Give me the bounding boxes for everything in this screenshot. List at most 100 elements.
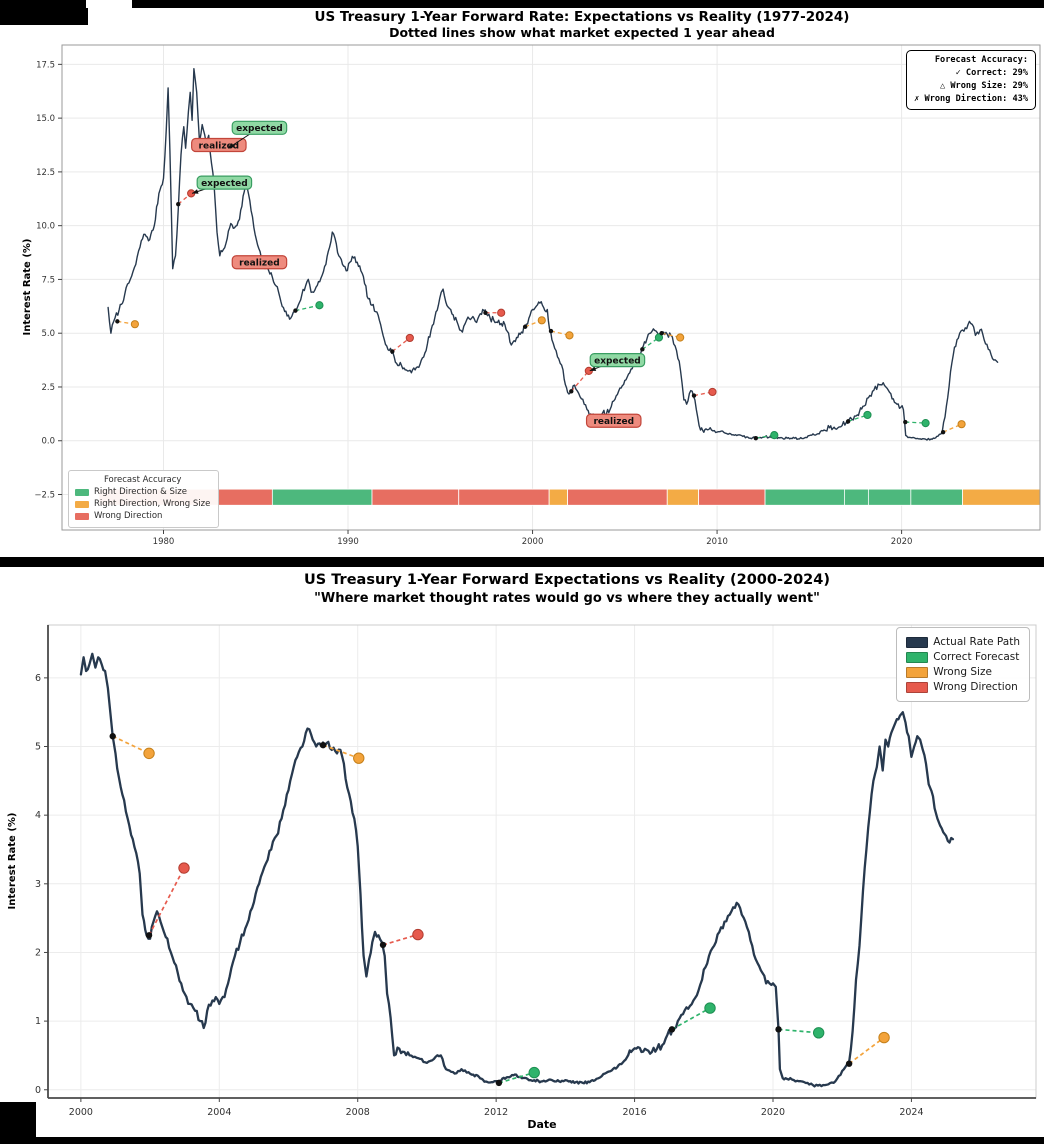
forecast-start-dot [319,741,327,749]
forecast-start-dot [145,932,153,939]
y-tick-label: 17.5 [36,60,55,70]
y-tick-label: 1 [35,1016,41,1027]
y-tick-label: 2 [35,947,41,958]
annotation-label-expected: expected [201,179,248,189]
forecast-end-dot-correct [863,410,872,420]
x-tick-label: 2004 [207,1107,231,1118]
y-tick-label: 5 [35,742,41,753]
forecast-start-dot [569,389,574,394]
stats-line-wrong-size: △ Wrong Size: 29% [940,80,1028,91]
forecast-start-dot [775,1026,782,1033]
annotation-arrowhead [589,366,597,371]
forecast-start-dot [109,733,116,740]
forecast-end-dot-wrong-size [353,752,365,764]
forecast-start-dot [753,435,759,441]
x-tick-label: 2024 [899,1107,923,1118]
y-tick-label: 3 [35,879,41,890]
figure-top-chart: US Treasury 1-Year Forward Rate: Expecta… [0,8,1044,557]
bottom-chart-title-block: US Treasury 1-Year Forward Expectations … [90,572,1044,606]
top-chart-title: US Treasury 1-Year Forward Rate: Expecta… [314,9,850,25]
figure-separator [0,557,1044,567]
annotation-label-realized: realized [593,417,634,427]
forecast-start-dot [940,429,946,435]
forecast-end-dot-wrong-direction [708,387,717,397]
forecast-start-dot [691,393,697,398]
forecast-end-dot-correct [654,333,664,342]
stats-line-wrong-direction: ✗ Wrong Direction: 43% [914,93,1028,104]
accuracy-bar-segment-wrong-size [548,488,569,506]
plot-border [47,624,1037,1099]
forecast-accuracy-legend: Forecast Accuracy Right Direction & Size… [68,470,220,528]
legend-items: Actual Rate Path Correct Forecast Wrong Si… [906,636,1020,693]
accuracy-bar-segment-correct [844,488,869,506]
forecast-start-dot [903,419,908,425]
y-tick-label: 0 [35,1085,41,1096]
annotation-box-realized [191,137,247,153]
accuracy-bar-segment-wrong-direction [698,488,766,506]
y-tick-label: 6 [35,673,41,684]
bottom-chart-title: US Treasury 1-Year Forward Expectations … [303,572,830,588]
x-tick-label: 2000 [522,537,544,547]
top-chart-title-block: US Treasury 1-Year Forward Rate: Expecta… [120,9,1044,40]
annotation-box-realized [231,255,288,270]
forecast-start-dot [845,1060,853,1067]
forecast-start-dot [483,310,488,315]
forecast-start-dot [115,319,120,324]
annotation-label-realized: realized [239,259,280,269]
forecast-end-dot-correct [315,301,324,310]
annotation-box-expected [196,175,253,190]
forecast-start-dot [293,308,298,313]
y-tick-label: 15.0 [36,114,55,124]
top-strip-white-sliver [86,0,132,8]
accuracy-bar-segment-wrong-direction [371,488,460,506]
annotation-label-realized: realized [199,141,240,151]
x-tick-label: 2010 [706,537,728,547]
actual-rate-line [79,652,955,1088]
forecast-start-dot [522,324,528,329]
top-chart-subtitle: Dotted lines show what market expected 1… [389,25,775,40]
annotation-label-expected: expected [594,356,641,366]
x-tick-label: 2020 [891,537,913,547]
y-tick-label: 0.0 [41,437,55,447]
legend-item: Correct Forecast [906,651,1020,663]
legend-item: Wrong Direction [75,511,210,521]
forecast-start-dot [668,1026,676,1033]
x-tick-label: 1990 [337,537,359,547]
legend-label: Right Direction, Wrong Size [94,499,211,509]
stats-line-correct: ✓ Correct: 29% [955,67,1028,78]
forecast-start-dot [379,941,387,949]
forecast-segment-correct [671,1007,711,1031]
bottom-chart-subtitle: "Where market thought rates would go vs … [314,591,820,606]
y-tick-label: 7.5 [41,275,55,285]
bottom-chart-legend: Actual Rate Path Correct Forecast Wrong Si… [896,627,1030,702]
forecast-start-dot [548,328,554,334]
accuracy-bar-segment-wrong-size [666,488,700,506]
forecast-end-dot-correct [921,419,930,428]
legend-item: Right Direction & Size [75,487,210,497]
forecast-end-dot-correct [528,1066,540,1079]
forecast-end-dot-correct [704,1002,716,1014]
accuracy-bar-segment-correct [271,488,373,506]
forecast-end-dot-wrong-direction [405,333,414,343]
stats-box-title: Forecast Accuracy: [934,55,1028,65]
legend-item: Wrong Direction [906,681,1020,693]
forecast-end-dot-wrong-size [130,320,139,329]
annotation-box-expected [231,120,288,135]
forecast-segment-wrong-size [848,1036,885,1065]
legend-swatch [906,651,929,663]
actual-rate-line [107,68,999,441]
top-black-strip [0,0,1044,8]
y-tick-label: 10.0 [36,222,55,232]
forecast-start-dot [640,347,645,352]
x-tick-label: 1980 [153,537,175,547]
forecast-segment-wrong-direction [391,337,411,352]
forecast-end-dot-correct [812,1027,825,1039]
forecast-end-dot-wrong-direction [178,862,190,874]
annotation-box-expected [589,352,646,368]
legend-item: Right Direction, Wrong Size [75,499,210,509]
forecast-end-dot-wrong-direction [497,308,506,317]
y-tick-label: 4 [35,810,41,821]
window-chrome-patch [0,1102,36,1137]
forecast-end-dot-wrong-size [565,331,574,340]
accuracy-bar-segment-correct [910,488,963,506]
